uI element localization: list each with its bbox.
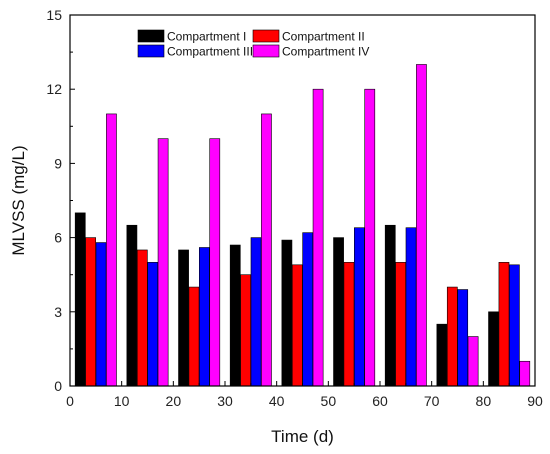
y-tick-label: 0 <box>54 378 62 394</box>
x-tick-label: 60 <box>372 393 388 409</box>
y-axis-label: MLVSS (mg/L) <box>9 145 28 255</box>
bar-compartment-i-day-25 <box>178 249 189 387</box>
bar-compartment-iii-day-35 <box>250 237 262 387</box>
bar-compartment-i-day-85 <box>488 311 499 387</box>
legend-label: Compartment III <box>167 45 253 59</box>
bar-compartment-ii-day-35 <box>240 274 251 387</box>
legend-swatch <box>137 29 165 43</box>
bar-compartment-ii-day-25 <box>188 286 200 387</box>
bar-compartment-ii-day-75 <box>446 286 458 387</box>
y-tick-label: 9 <box>54 155 62 171</box>
bar-compartment-ii-day-85 <box>498 262 510 387</box>
legend-swatch <box>137 44 165 58</box>
x-axis: 0 10 20 30 40 50 60 70 80 90 <box>66 381 543 409</box>
bars-group <box>74 64 531 387</box>
bar-compartment-iii-day-75 <box>457 289 469 387</box>
x-tick-label: 20 <box>166 393 182 409</box>
bar-compartment-iii-day-45 <box>302 232 314 387</box>
bar-compartment-iv-day-55 <box>364 88 376 387</box>
bar-compartment-iv-day-75 <box>467 336 479 387</box>
bar-compartment-i-day-15 <box>126 224 138 387</box>
x-tick-label: 80 <box>476 393 492 409</box>
bar-compartment-iv-day-25 <box>209 138 221 387</box>
bar-compartment-iv-day-35 <box>261 113 272 387</box>
x-axis-label: Time (d) <box>271 427 334 446</box>
bar-compartment-iii-day-25 <box>199 247 210 387</box>
bar-compartment-ii-day-65 <box>395 262 406 387</box>
legend-label: Compartment I <box>167 30 246 44</box>
bar-compartment-iii-day-85 <box>509 264 520 387</box>
x-tick-label: 0 <box>66 393 74 409</box>
x-tick-label: 70 <box>424 393 440 409</box>
bar-compartment-ii-day-15 <box>136 249 148 387</box>
bar-compartment-iii-day-5 <box>95 242 107 387</box>
legend-label: Compartment II <box>282 30 365 44</box>
x-tick-label: 40 <box>269 393 285 409</box>
bar-compartment-iv-day-85 <box>519 360 531 387</box>
bar-compartment-iv-day-15 <box>157 138 169 387</box>
legend-swatch <box>252 44 280 58</box>
x-tick-label: 30 <box>217 393 233 409</box>
bar-compartment-iii-day-55 <box>354 227 365 387</box>
bar-compartment-i-day-45 <box>281 239 293 387</box>
bar-compartment-i-day-5 <box>74 212 86 387</box>
bar-compartment-i-day-55 <box>333 237 344 387</box>
bar-compartment-i-day-65 <box>384 224 396 387</box>
bar-compartment-i-day-75 <box>436 323 448 387</box>
y-tick-label: 3 <box>54 304 62 320</box>
x-tick-label: 50 <box>321 393 337 409</box>
legend-label: Compartment IV <box>282 45 369 59</box>
y-tick-label: 12 <box>46 81 62 97</box>
bar-compartment-i-day-35 <box>229 244 241 387</box>
bar-compartment-iii-day-65 <box>405 227 417 387</box>
x-tick-label: 10 <box>114 393 130 409</box>
y-tick-label: 15 <box>46 7 62 23</box>
bar-compartment-ii-day-55 <box>343 262 355 387</box>
legend-swatch <box>252 29 280 43</box>
bar-compartment-ii-day-5 <box>85 237 96 387</box>
x-tick-label: 90 <box>527 393 543 409</box>
bar-compartment-iv-day-45 <box>312 88 324 387</box>
y-axis: 0 3 6 9 12 15 <box>46 7 75 394</box>
bar-compartment-iv-day-5 <box>106 113 117 387</box>
bar-compartment-ii-day-45 <box>291 264 303 387</box>
y-tick-label: 6 <box>54 230 62 246</box>
bar-compartment-iv-day-65 <box>416 64 427 387</box>
bar-compartment-iii-day-15 <box>147 262 159 387</box>
